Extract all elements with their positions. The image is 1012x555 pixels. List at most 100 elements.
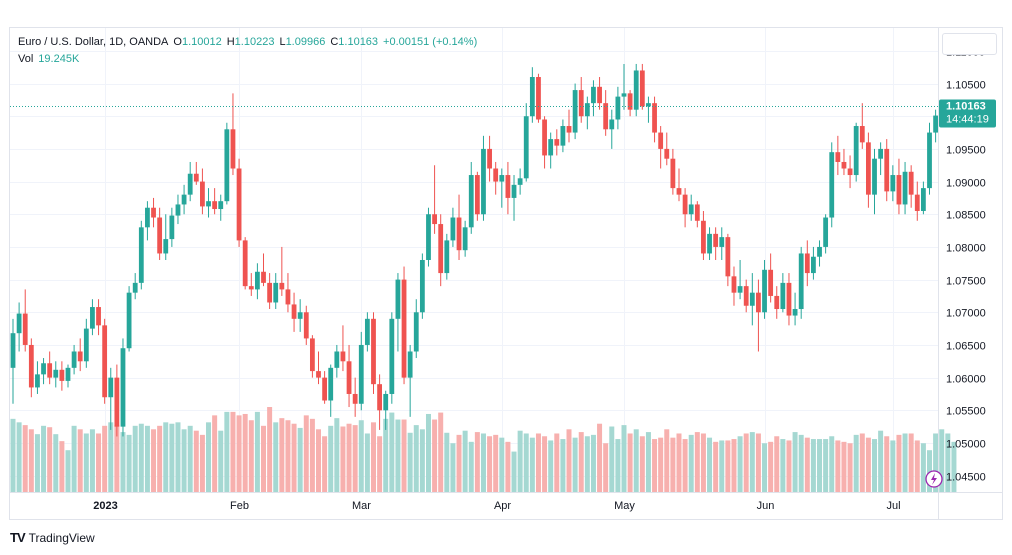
candle-body xyxy=(426,214,431,260)
candle xyxy=(756,279,761,352)
volume-bar xyxy=(847,443,853,492)
tradingview-logo[interactable]: TV TradingView xyxy=(10,530,95,545)
candle-body xyxy=(71,351,77,368)
volume-bar xyxy=(878,430,884,492)
volume-bar xyxy=(939,429,945,492)
candle-body xyxy=(389,318,395,394)
volume-bar xyxy=(199,434,205,492)
candle-body xyxy=(206,201,211,207)
candle-body xyxy=(560,126,566,146)
volume-bar xyxy=(633,429,639,492)
candle xyxy=(914,181,920,221)
volume-bar xyxy=(554,433,560,492)
candle-body xyxy=(572,90,578,133)
candle xyxy=(652,96,657,143)
candle xyxy=(444,233,450,280)
candle-body xyxy=(371,318,376,385)
volume-bar xyxy=(621,425,627,492)
candle-body xyxy=(395,279,401,319)
candle-body xyxy=(346,361,352,394)
candle-body xyxy=(273,282,279,303)
candle xyxy=(542,116,547,169)
volume-bar xyxy=(731,439,737,492)
volume-bar xyxy=(560,439,566,492)
candle xyxy=(303,305,309,345)
candle xyxy=(841,148,847,176)
candle xyxy=(548,132,554,169)
candle xyxy=(16,302,22,352)
candle xyxy=(688,194,694,221)
volume-bar xyxy=(798,434,804,492)
candle xyxy=(132,273,138,300)
time-tick-label: Mar xyxy=(352,500,371,512)
candle xyxy=(413,299,419,359)
candle xyxy=(737,260,743,300)
candle xyxy=(224,122,230,205)
candle xyxy=(633,63,639,117)
candle-body xyxy=(737,286,743,293)
candle-body xyxy=(334,351,340,368)
volume-bar xyxy=(144,425,150,492)
candle xyxy=(206,188,211,218)
volume-bar xyxy=(774,436,780,492)
volume-bar xyxy=(517,430,523,492)
candle xyxy=(523,103,529,182)
candle-body xyxy=(597,86,602,104)
volume-bar xyxy=(578,432,584,492)
candle xyxy=(309,335,315,378)
candle-body xyxy=(65,367,71,381)
candle xyxy=(853,122,859,182)
candle-body xyxy=(688,204,694,215)
candle xyxy=(713,227,719,260)
volume-bar xyxy=(285,420,291,492)
volume-bar xyxy=(841,441,847,492)
volume-bar xyxy=(114,425,120,492)
candle-body xyxy=(829,152,835,218)
candle-body xyxy=(762,269,767,313)
candle xyxy=(505,161,511,215)
candle xyxy=(267,273,273,310)
candle-body xyxy=(169,215,175,240)
candle xyxy=(792,292,798,326)
candle xyxy=(218,194,224,221)
volume-bar xyxy=(358,420,364,492)
candle-body xyxy=(340,351,346,362)
chart-settings-button[interactable] xyxy=(942,33,997,55)
volume-bar xyxy=(743,433,749,492)
lightning-icon[interactable] xyxy=(925,470,943,488)
candle-body xyxy=(548,139,554,156)
candle xyxy=(584,96,590,130)
volume-bar xyxy=(700,433,706,492)
candle xyxy=(157,207,163,260)
candle-body xyxy=(517,178,523,185)
candle-body xyxy=(786,282,792,316)
candle-body xyxy=(47,363,53,378)
candle-body xyxy=(694,204,700,221)
candle xyxy=(859,103,865,149)
candle xyxy=(682,188,688,228)
candle-body xyxy=(890,175,896,192)
candle xyxy=(53,361,59,388)
volume-bar xyxy=(206,422,212,492)
candle xyxy=(377,374,382,430)
candle-body xyxy=(920,188,926,211)
volume-bar xyxy=(10,418,16,492)
volume-bar xyxy=(53,434,59,492)
candle xyxy=(346,344,352,408)
volume-bar xyxy=(169,423,175,492)
low-value: 1.09966 xyxy=(285,36,326,48)
volume-label[interactable]: Vol xyxy=(18,53,34,65)
volume-bar xyxy=(96,433,102,492)
candle-body xyxy=(413,312,419,352)
volume-bar xyxy=(383,418,389,492)
candle xyxy=(884,139,890,202)
candle-body xyxy=(927,132,932,189)
symbol-title[interactable]: Euro / U.S. Dollar, 1D, OANDA xyxy=(18,36,169,48)
volume-bar xyxy=(505,441,511,492)
volume-bar xyxy=(41,425,47,492)
candle-body xyxy=(664,148,670,159)
candle xyxy=(896,158,902,215)
price-tick-label: 1.05000 xyxy=(946,439,986,451)
candle-body xyxy=(102,325,108,398)
